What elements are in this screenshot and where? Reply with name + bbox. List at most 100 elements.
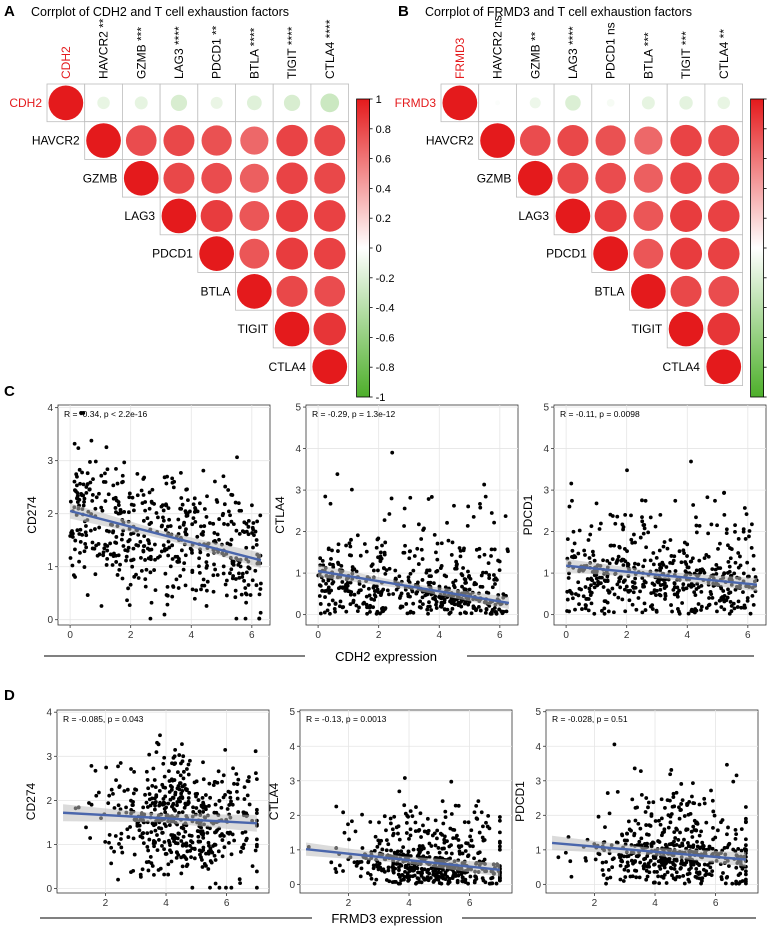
data-point: [366, 586, 371, 591]
colorbar-tick-label: 0.4: [376, 183, 391, 195]
data-point: [225, 830, 230, 835]
data-point: [348, 580, 353, 585]
data-point: [690, 556, 695, 561]
colorbar: [750, 98, 764, 398]
data-point: [375, 844, 380, 849]
data-point: [244, 521, 249, 526]
data-point: [126, 835, 131, 839]
data-point: [217, 537, 221, 542]
data-point: [237, 532, 242, 536]
data-point: [176, 784, 181, 788]
data-point: [112, 551, 116, 556]
data-point: [450, 540, 455, 545]
data-point: [401, 845, 406, 850]
data-point: [694, 530, 699, 535]
data-point: [397, 574, 402, 579]
data-point: [583, 856, 588, 860]
data-point: [645, 864, 650, 869]
data-point: [181, 522, 186, 527]
data-point: [183, 553, 188, 558]
data-point: [120, 576, 125, 581]
data-point: [326, 587, 331, 592]
data-point: [679, 560, 684, 565]
data-point: [463, 581, 468, 585]
data-point: [390, 450, 395, 455]
data-point: [180, 742, 184, 746]
data-point: [78, 527, 83, 532]
data-point: [405, 852, 410, 857]
data-point: [346, 589, 351, 594]
data-point: [742, 847, 747, 851]
data-point: [115, 481, 120, 486]
data-point: [434, 606, 439, 610]
data-point: [690, 835, 695, 839]
data-point: [694, 866, 699, 871]
data-point: [425, 816, 430, 821]
data-point: [95, 553, 100, 558]
data-point: [422, 526, 426, 531]
data-point: [237, 508, 242, 513]
data-point: [724, 531, 729, 535]
data-point: [221, 773, 226, 778]
data-point: [92, 546, 97, 551]
data-point: [460, 584, 464, 589]
data-point: [586, 608, 591, 613]
data-point: [201, 577, 206, 582]
data-point: [371, 605, 376, 610]
data-point: [371, 585, 376, 590]
data-point: [257, 592, 262, 597]
data-point: [662, 872, 667, 877]
data-point: [207, 781, 212, 786]
data-point: [606, 609, 611, 614]
corr-circle: [237, 274, 272, 309]
data-point: [607, 811, 612, 816]
data-point: [478, 505, 483, 510]
data-point: [413, 820, 418, 825]
data-point: [139, 555, 143, 560]
y-tick-label: 2: [295, 527, 301, 538]
data-point: [365, 605, 369, 610]
data-point: [626, 819, 631, 824]
data-point: [394, 880, 398, 884]
data-point: [601, 558, 605, 563]
data-point: [729, 603, 734, 608]
data-point: [325, 608, 330, 613]
data-point: [144, 860, 149, 865]
data-point: [414, 805, 418, 809]
y-tick-label: 2: [289, 811, 295, 822]
data-point: [618, 863, 623, 868]
data-point: [661, 544, 666, 549]
data-point: [376, 590, 381, 595]
data-point: [648, 515, 653, 520]
data-point: [80, 470, 84, 475]
data-point: [79, 492, 84, 497]
data-point: [397, 837, 402, 842]
x-tick-label: 2: [128, 630, 134, 641]
data-point: [116, 803, 121, 808]
data-point: [229, 567, 234, 572]
colorbar-tick-label: -0.4: [376, 303, 395, 315]
data-point: [612, 543, 617, 548]
data-point: [212, 531, 217, 535]
data-point: [727, 591, 731, 596]
data-point: [658, 593, 663, 598]
data-point: [420, 578, 425, 582]
data-point: [680, 798, 685, 803]
data-point: [627, 827, 632, 832]
data-point: [84, 485, 89, 489]
data-point: [372, 848, 377, 853]
data-point: [331, 562, 335, 567]
data-point: [132, 852, 137, 857]
data-point: [192, 856, 197, 861]
data-point: [443, 809, 448, 814]
data-point: [117, 567, 122, 572]
data-point: [636, 596, 641, 600]
data-point: [697, 523, 702, 528]
data-point: [85, 471, 90, 476]
data-point: [85, 593, 90, 597]
data-point: [683, 569, 688, 574]
data-point: [419, 866, 424, 871]
data-point: [592, 558, 597, 563]
data-point: [413, 829, 418, 834]
data-point: [742, 506, 747, 510]
